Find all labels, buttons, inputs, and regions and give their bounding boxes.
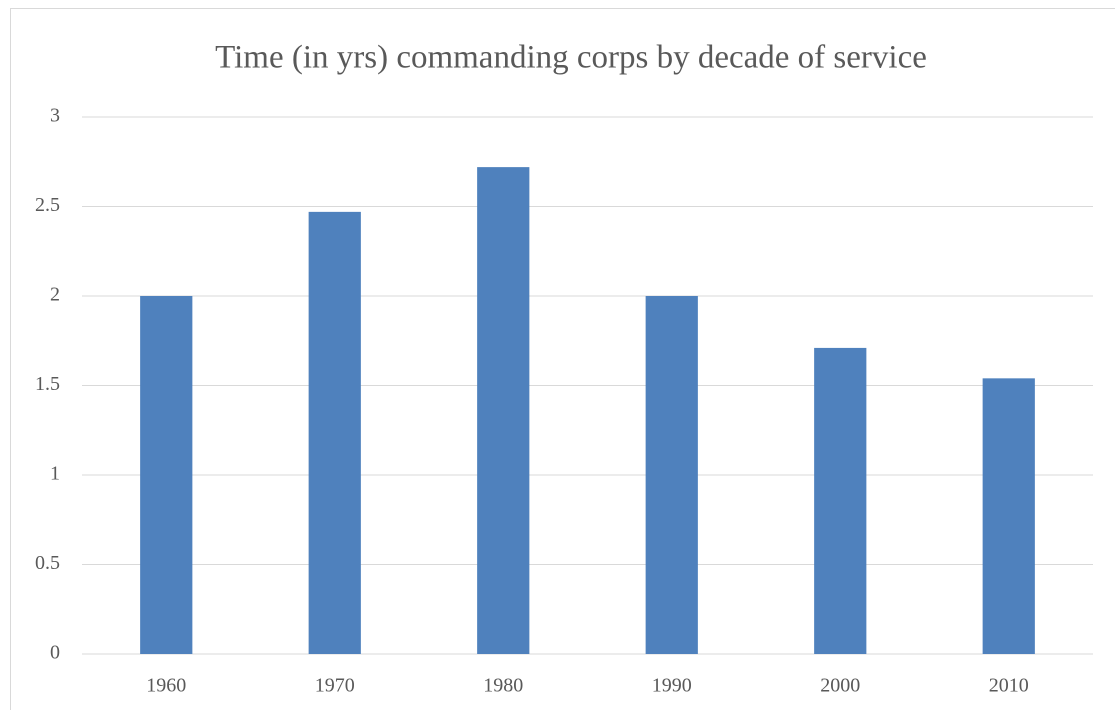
- y-tick-label: 2.5: [35, 194, 60, 216]
- bar: [645, 296, 698, 654]
- y-tick-label: 0: [50, 642, 60, 664]
- bar: [982, 378, 1035, 654]
- x-tick-label: 2010: [989, 675, 1029, 697]
- y-tick-label: 2: [50, 284, 60, 306]
- x-tick-label: 1960: [146, 675, 186, 697]
- x-tick-label: 1990: [652, 675, 692, 697]
- x-tick-label: 2000: [820, 675, 860, 697]
- bar: [140, 296, 193, 654]
- bar: [477, 167, 530, 654]
- bar: [814, 347, 867, 654]
- y-tick-label: 1: [50, 463, 60, 485]
- y-tick-label: 0.5: [35, 552, 60, 574]
- x-tick-label: 1980: [483, 675, 523, 697]
- chart-border: [10, 8, 1115, 710]
- x-tick-label: 1970: [315, 675, 355, 697]
- y-tick-label: 1.5: [35, 373, 60, 395]
- bar: [308, 211, 361, 654]
- chart-title: Time (in yrs) commanding corps by decade…: [215, 40, 927, 76]
- y-tick-label: 3: [50, 105, 60, 127]
